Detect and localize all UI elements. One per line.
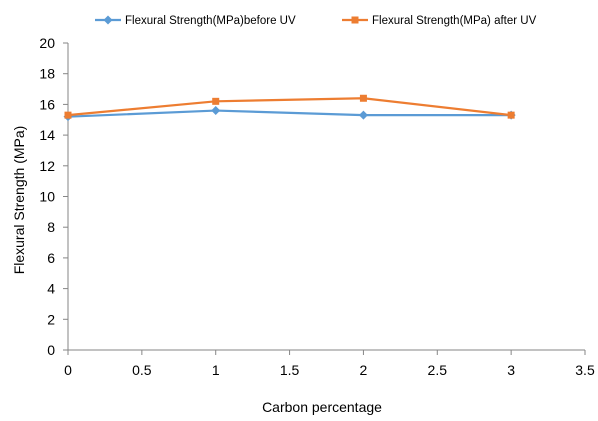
y-tick-label: 18 [39,66,55,82]
x-tick-label: 2 [360,362,368,378]
x-tick-label: 0 [64,362,72,378]
y-tick-label: 6 [47,250,55,266]
series-line-1 [67,109,512,118]
x-tick-label: 3.5 [575,362,595,378]
legend-marker-square [351,16,359,24]
x-tick-label: 3 [507,362,515,378]
y-tick-label: 8 [47,219,55,235]
x-tick-label: 1 [212,362,220,378]
legend-marker-diamond [103,15,113,25]
legend: Flexural Strength(MPa)before UV Flexural … [95,15,537,27]
data-point-diamond [211,106,221,116]
plot-area [63,94,516,122]
data-point-diamond [358,110,368,120]
x-tick-label: 2.5 [428,362,448,378]
x-axis-title: Carbon percentage [262,399,382,415]
y-tick-label: 4 [47,281,55,297]
series-line-2 [67,97,512,117]
legend-label: Flexural Strength(MPa)before UV [125,15,296,27]
y-tick-label: 10 [39,189,55,205]
data-point-square [507,111,515,119]
y-tick-label: 0 [47,342,55,358]
y-tick-label: 12 [39,158,55,174]
y-tick-label: 2 [47,311,55,327]
data-point-square [64,111,72,119]
legend-label: Flexural Strength(MPa) after UV [372,15,537,27]
axes: 0 2 4 6 8 10 12 14 16 18 20 0 0.5 1 1.5 2 2.5 3 3.5 [39,35,595,378]
x-tick-label: 1.5 [280,362,300,378]
y-tick-label: 16 [39,96,55,112]
y-tick-label: 20 [39,35,55,51]
data-point-square [212,97,220,105]
data-point-square [359,94,367,102]
x-tick-label: 0.5 [132,362,152,378]
y-axis-title: Flexural Strength (MPa) [11,126,27,275]
y-tick-label: 14 [39,127,55,143]
